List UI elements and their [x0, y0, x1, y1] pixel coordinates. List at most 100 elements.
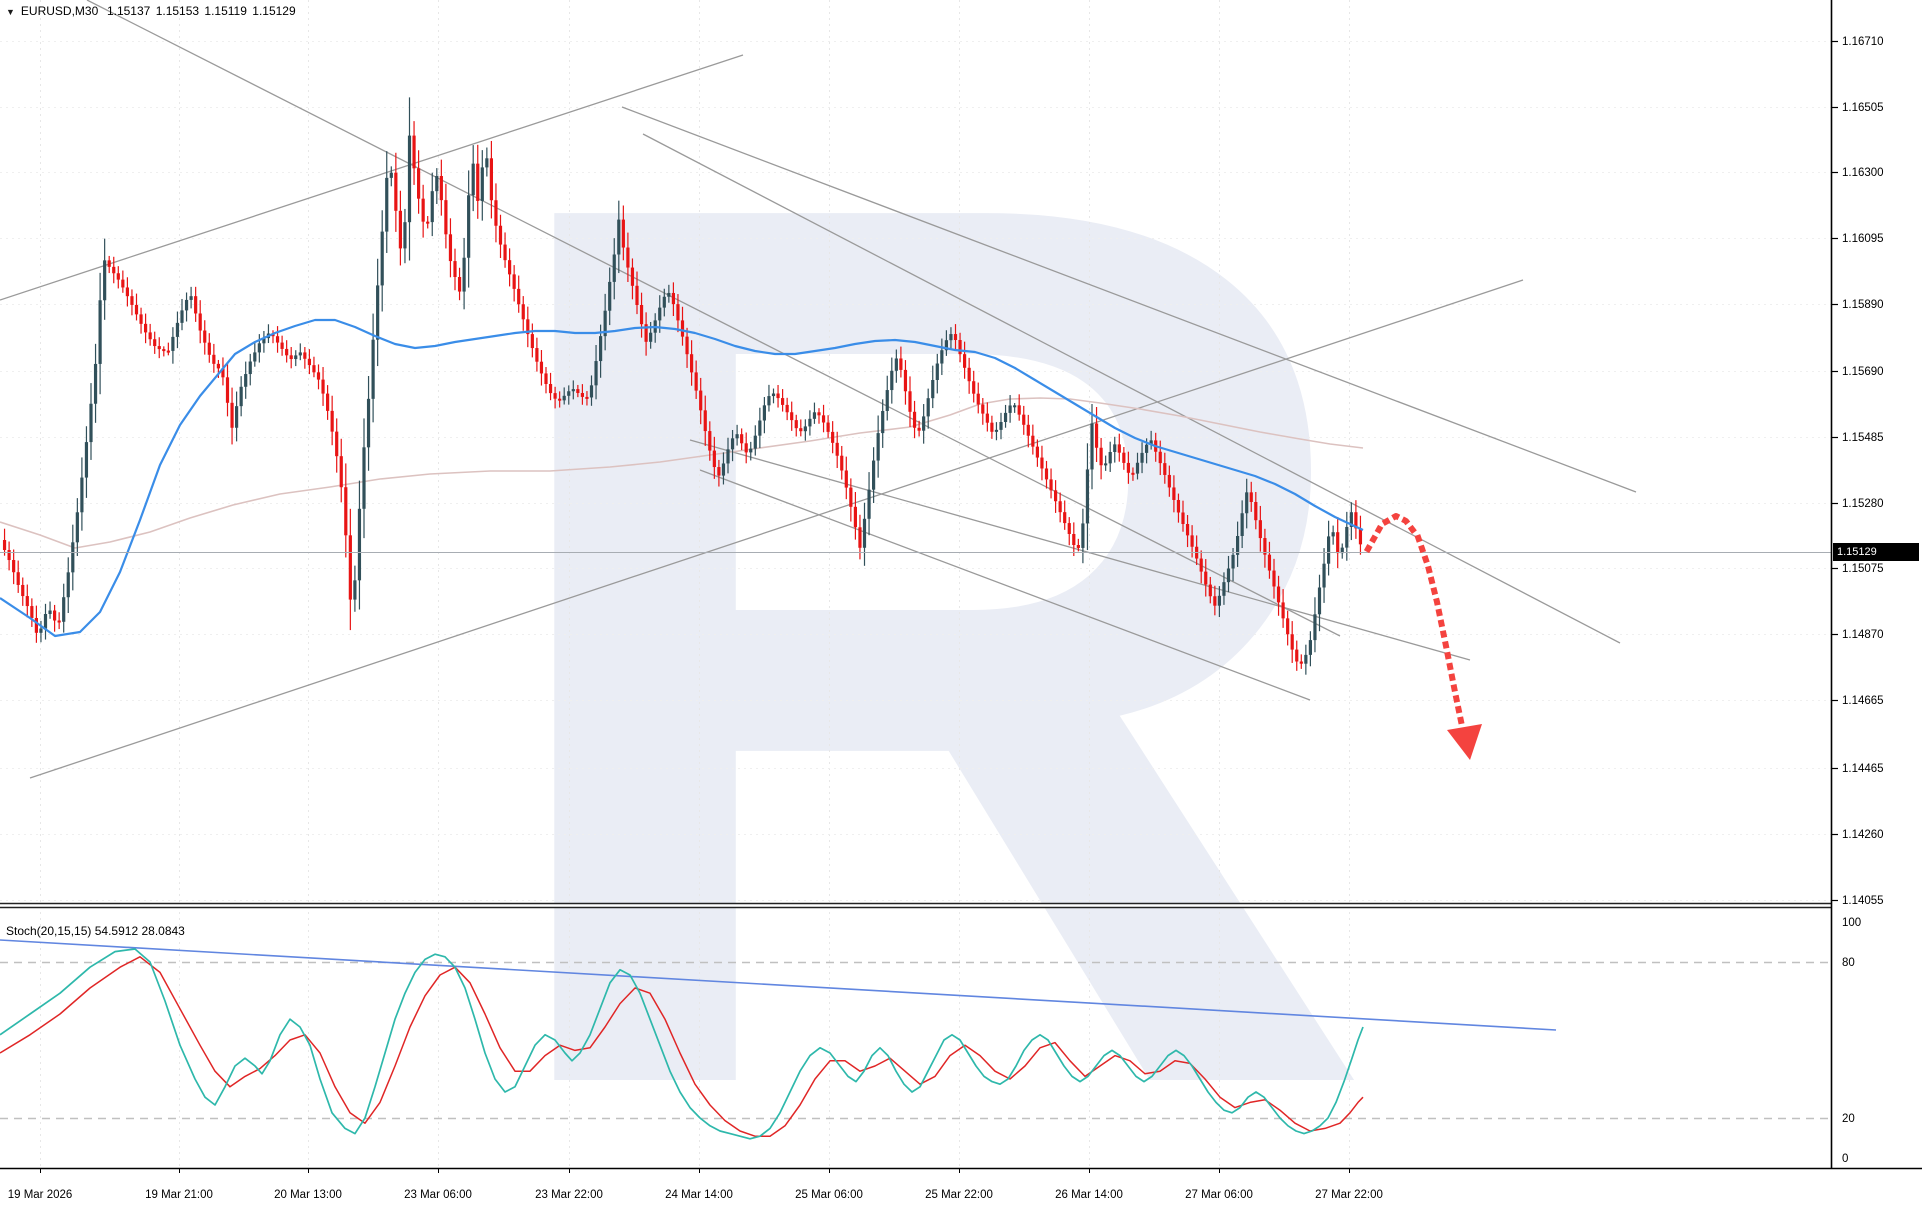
candle-body: [144, 323, 148, 333]
panel-separator[interactable]: [0, 903, 1831, 907]
time-axis-label: 27 Mar 22:00: [1315, 1189, 1383, 1201]
candle-body: [1049, 479, 1053, 491]
candle-body: [1222, 582, 1226, 596]
candle-body: [1313, 614, 1317, 641]
candle-body: [262, 338, 266, 344]
candle-body: [175, 322, 180, 337]
candle-body: [812, 412, 817, 419]
candle-body: [107, 260, 111, 267]
candle-body: [162, 349, 166, 352]
candle-body: [1272, 570, 1276, 587]
price-tick-label: 1.14055: [1842, 895, 1884, 907]
candle-body: [922, 416, 926, 431]
candle-body: [380, 231, 384, 286]
ohlc-low: 1.15119: [204, 4, 247, 18]
trendline[interactable]: [689, 439, 1471, 661]
candle-body: [872, 460, 876, 490]
candle-body: [203, 330, 207, 343]
time-axis-label: 27 Mar 06:00: [1185, 1189, 1253, 1201]
stoch-trendline[interactable]: [0, 939, 1557, 1031]
candle-body: [21, 584, 25, 597]
candle-body: [93, 363, 98, 404]
candle-body: [1145, 444, 1149, 453]
ohlc-close: 1.15129: [252, 4, 296, 18]
candle-body: [439, 176, 443, 201]
time-axis-label: 26 Mar 14:00: [1055, 1189, 1123, 1201]
candle-body: [1167, 474, 1171, 488]
candle-body: [1327, 536, 1331, 564]
candle-body: [225, 377, 230, 403]
candle-body: [326, 393, 330, 411]
candle-body: [180, 310, 184, 323]
candle-body: [762, 405, 766, 421]
candle-body: [1099, 447, 1103, 466]
candle-body: [771, 393, 776, 397]
candle-body: [398, 210, 402, 249]
candle-body: [876, 433, 880, 461]
candle-body: [1263, 538, 1267, 555]
candle-body: [831, 431, 835, 443]
time-axis-label: 20 Mar 13:00: [274, 1189, 342, 1201]
candle-body: [644, 324, 648, 342]
trendline[interactable]: [699, 469, 1311, 701]
candle-body: [548, 384, 553, 394]
candle-body: [1181, 512, 1185, 524]
candle-body: [776, 393, 780, 399]
candle-body: [1131, 472, 1135, 475]
candle-body: [7, 550, 11, 561]
stoch-scale-label: 0: [1842, 1153, 1848, 1165]
candle-body: [799, 428, 803, 432]
trendline[interactable]: [29, 279, 1524, 779]
candle-body: [485, 158, 489, 168]
candle-body: [990, 422, 994, 432]
candle-body: [817, 412, 821, 416]
trendline[interactable]: [86, 0, 1341, 637]
candle-body: [207, 342, 211, 355]
projection-arrowhead[interactable]: [1447, 724, 1482, 760]
candle-body: [1286, 618, 1290, 635]
candle-body: [985, 413, 989, 423]
candle-body: [835, 442, 839, 456]
candle-body: [303, 352, 307, 359]
candle-body: [680, 320, 685, 337]
candle-body: [57, 620, 61, 623]
candle-body: [285, 348, 289, 356]
candle-body: [730, 438, 735, 450]
candle-body: [1340, 547, 1344, 554]
price-tick-label: 1.14665: [1842, 695, 1884, 707]
candle-body: [699, 390, 703, 411]
candle-body: [330, 410, 334, 432]
candle-body: [931, 380, 935, 399]
trendline[interactable]: [642, 133, 1621, 644]
candle-body: [1245, 492, 1249, 514]
candle-body: [944, 340, 948, 351]
price-tick-label: 1.15890: [1842, 299, 1884, 311]
candle-body: [849, 487, 853, 507]
trendline[interactable]: [621, 106, 1637, 493]
candle-body: [621, 219, 625, 248]
time-axis-label: 19 Mar 21:00: [145, 1189, 213, 1201]
candle-body: [717, 467, 721, 476]
candle-body: [1213, 596, 1217, 606]
candle-body: [1140, 452, 1144, 463]
candle-body: [735, 434, 739, 439]
candle-body: [498, 225, 503, 245]
candle-body: [535, 348, 539, 362]
stoch-main-line: [0, 948, 1364, 1140]
candle-body: [567, 391, 571, 396]
expander-icon[interactable]: ▼: [6, 7, 15, 17]
candle-body: [1240, 513, 1244, 536]
candle-body: [248, 361, 252, 375]
candle-body: [476, 163, 480, 201]
candle-body: [635, 285, 639, 305]
candle-body: [171, 336, 175, 351]
stoch-scale-label: 80: [1842, 957, 1855, 969]
candle-body: [553, 393, 557, 399]
candle-body: [321, 379, 325, 394]
candle-body: [239, 386, 243, 407]
trendline[interactable]: [0, 54, 744, 301]
candle-body: [576, 389, 580, 394]
ohlc-open: 1.15137: [106, 4, 151, 18]
